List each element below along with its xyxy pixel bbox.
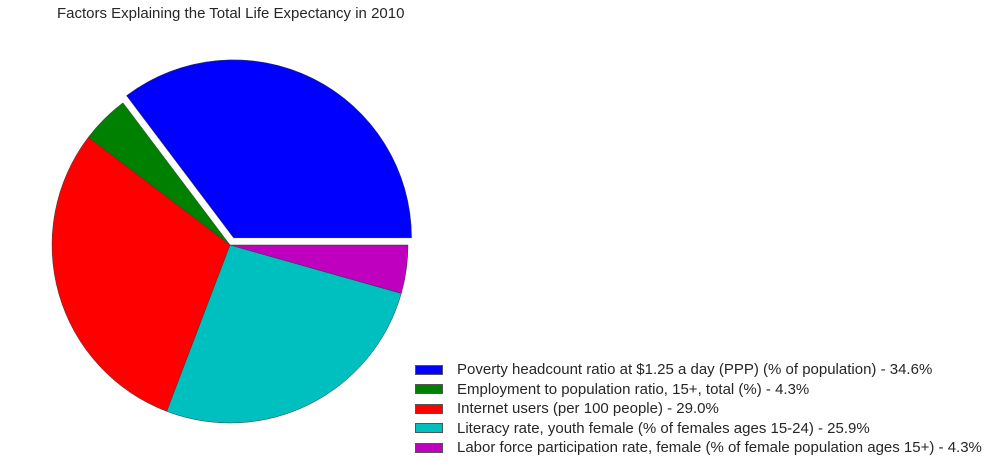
- legend-item: Literacy rate, youth female (% of female…: [415, 419, 982, 439]
- pie-slice: [229, 244, 409, 294]
- legend-item: Internet users (per 100 people) - 29.0%: [415, 399, 982, 419]
- chart-legend: Poverty headcount ratio at $1.25 a day (…: [415, 360, 982, 458]
- legend-swatch: [415, 364, 443, 375]
- legend-swatch: [415, 384, 443, 395]
- legend-swatch: [415, 442, 443, 453]
- legend-label: Poverty headcount ratio at $1.25 a day (…: [457, 361, 933, 379]
- legend-swatch: [415, 423, 443, 434]
- pie-slice: [126, 59, 412, 239]
- legend-item: Labor force participation rate, female (…: [415, 438, 982, 458]
- pie-slice: [166, 244, 402, 424]
- pie-slice: [51, 136, 231, 412]
- legend-label: Labor force participation rate, female (…: [457, 439, 982, 457]
- legend-item: Employment to population ratio, 15+, tot…: [415, 380, 982, 400]
- chart-title: Factors Explaining the Total Life Expect…: [57, 5, 405, 22]
- legend-label: Literacy rate, youth female (% of female…: [457, 419, 870, 437]
- legend-label: Internet users (per 100 people) - 29.0%: [457, 400, 719, 418]
- legend-swatch: [415, 403, 443, 414]
- legend-label: Employment to population ratio, 15+, tot…: [457, 380, 810, 398]
- legend-item: Poverty headcount ratio at $1.25 a day (…: [415, 360, 982, 380]
